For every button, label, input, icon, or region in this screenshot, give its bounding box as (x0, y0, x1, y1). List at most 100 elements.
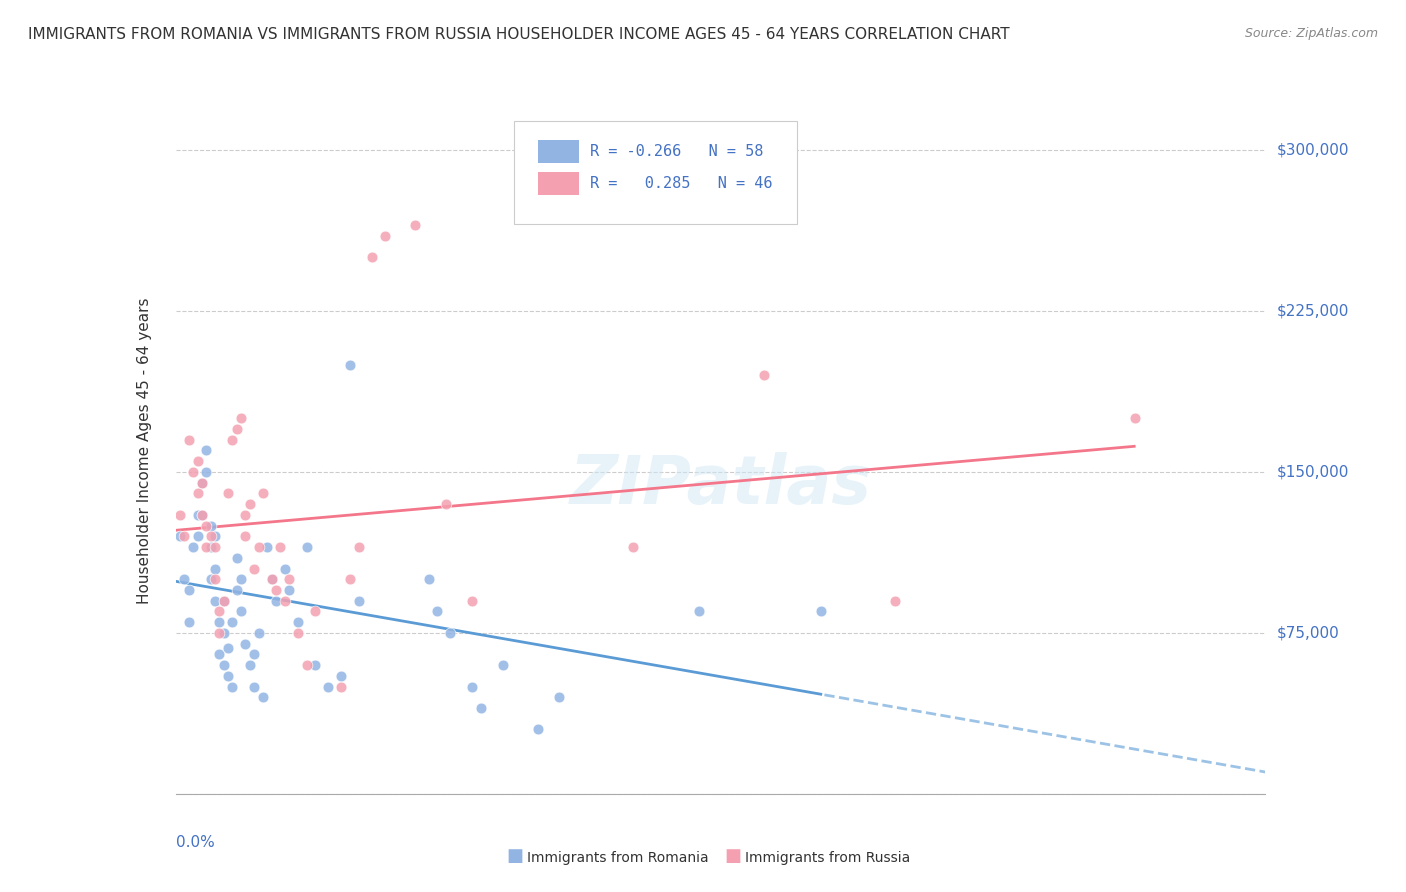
Text: $225,000: $225,000 (1277, 303, 1348, 318)
Point (204, 561, 226, 575)
Point (231, 604, 253, 618)
Point (235, 508, 257, 522)
Text: $300,000: $300,000 (1277, 143, 1348, 158)
Point (287, 615, 309, 630)
Point (278, 572, 301, 586)
Point (191, 475, 214, 490)
Point (274, 561, 297, 575)
Point (243, 680, 266, 694)
FancyBboxPatch shape (537, 140, 579, 163)
Point (339, 358, 361, 372)
Point (195, 518, 218, 533)
Point (252, 486, 274, 500)
Point (231, 572, 253, 586)
Point (247, 626, 270, 640)
Point (212, 626, 235, 640)
Point (231, 411, 253, 425)
Point (235, 529, 257, 543)
Point (884, 593, 907, 607)
Point (204, 593, 226, 607)
Point (754, 368, 776, 383)
Point (243, 648, 266, 662)
Point (621, 540, 644, 554)
Point (304, 658, 326, 673)
Point (221, 433, 243, 447)
Point (195, 540, 218, 554)
Point (260, 572, 283, 586)
Text: Immigrants from Russia: Immigrants from Russia (745, 851, 911, 865)
Text: IMMIGRANTS FROM ROMANIA VS IMMIGRANTS FROM RUSSIA HOUSEHOLDER INCOME AGES 45 - 6: IMMIGRANTS FROM ROMANIA VS IMMIGRANTS FR… (28, 27, 1010, 42)
Point (347, 593, 370, 607)
Text: ■: ■ (506, 847, 523, 865)
Y-axis label: Householder Income Ages 45 - 64 years: Householder Income Ages 45 - 64 years (138, 297, 152, 604)
Point (195, 443, 218, 458)
Point (191, 475, 214, 490)
Point (186, 508, 209, 522)
Point (470, 701, 492, 715)
Point (461, 593, 484, 607)
FancyBboxPatch shape (513, 120, 797, 224)
Point (374, 228, 396, 243)
Point (195, 465, 218, 479)
Point (247, 540, 270, 554)
Point (239, 658, 262, 673)
Point (204, 572, 226, 586)
Point (173, 572, 195, 586)
Point (204, 529, 226, 543)
Text: Source: ZipAtlas.com: Source: ZipAtlas.com (1244, 27, 1378, 40)
Point (181, 465, 204, 479)
Point (212, 593, 235, 607)
Text: ■: ■ (724, 847, 741, 865)
Point (360, 250, 382, 264)
Point (243, 561, 266, 575)
Point (191, 508, 214, 522)
Point (426, 604, 449, 618)
Point (278, 582, 301, 597)
Text: 0.0%: 0.0% (176, 835, 215, 850)
Point (405, 218, 427, 232)
Point (173, 529, 195, 543)
Point (295, 540, 318, 554)
Point (347, 540, 370, 554)
Point (1123, 411, 1146, 425)
Point (181, 540, 204, 554)
Point (217, 486, 239, 500)
Point (186, 486, 209, 500)
Point (169, 508, 191, 522)
Point (208, 604, 231, 618)
Text: R =   0.285   N = 46: R = 0.285 N = 46 (591, 176, 772, 191)
Point (225, 550, 247, 565)
Point (252, 690, 274, 705)
Point (217, 669, 239, 683)
Point (177, 615, 200, 630)
Point (264, 593, 287, 607)
Point (200, 529, 222, 543)
Point (339, 572, 361, 586)
Point (295, 658, 318, 673)
Point (208, 626, 231, 640)
Point (200, 572, 222, 586)
Point (177, 582, 200, 597)
Text: $150,000: $150,000 (1277, 465, 1348, 479)
Text: Immigrants from Romania: Immigrants from Romania (527, 851, 709, 865)
Point (212, 658, 235, 673)
Point (260, 572, 283, 586)
Point (204, 540, 226, 554)
Point (208, 648, 231, 662)
Point (526, 723, 548, 737)
Point (330, 669, 353, 683)
Point (269, 540, 291, 554)
Point (221, 615, 243, 630)
Point (212, 593, 235, 607)
Text: ZIPatlas: ZIPatlas (569, 452, 872, 517)
Point (239, 497, 262, 511)
Point (492, 658, 515, 673)
Point (221, 680, 243, 694)
Text: R = -0.266   N = 58: R = -0.266 N = 58 (591, 145, 763, 159)
Point (287, 626, 309, 640)
Point (225, 582, 247, 597)
Point (235, 637, 257, 651)
Point (461, 680, 484, 694)
Point (200, 540, 222, 554)
Point (810, 604, 832, 618)
